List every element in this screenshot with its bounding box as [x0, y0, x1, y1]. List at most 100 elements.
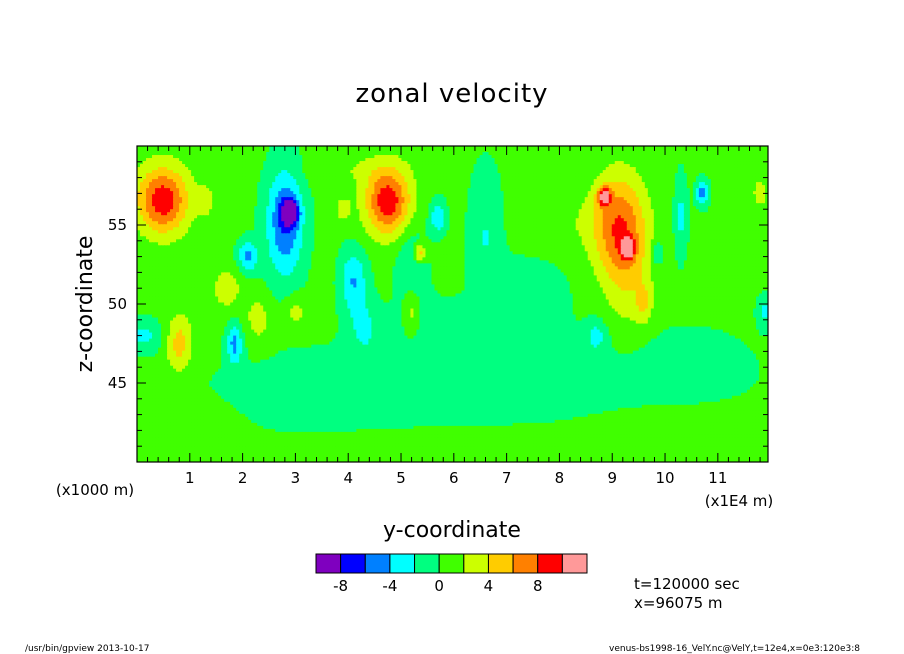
- field-cell: [650, 152, 655, 156]
- field-cell: [506, 155, 511, 159]
- field-cell: [641, 158, 646, 162]
- field-cell: [398, 158, 403, 162]
- field-cell: [323, 167, 327, 171]
- field-cell: [632, 164, 637, 168]
- field-cell: [689, 155, 694, 159]
- field-cell: [260, 158, 264, 162]
- field-cell: [332, 149, 336, 153]
- field-cell: [320, 146, 324, 150]
- field-cell: [395, 161, 400, 165]
- field-cell: [524, 158, 529, 162]
- field-cell: [218, 149, 222, 153]
- field-cell: [623, 161, 628, 165]
- field-cell: [761, 149, 766, 153]
- field-cell: [176, 164, 180, 168]
- field-cell: [503, 152, 508, 156]
- field-cell: [566, 158, 571, 162]
- field-cell: [458, 146, 463, 150]
- field-cell: [182, 155, 186, 159]
- field-cell: [410, 158, 415, 162]
- field-cell: [200, 164, 204, 168]
- field-cell: [185, 161, 189, 165]
- field-cell: [359, 155, 363, 159]
- field-cell: [746, 161, 751, 165]
- field-cell: [404, 164, 409, 168]
- field-cell: [353, 164, 357, 168]
- field-cell: [503, 146, 508, 150]
- field-cell: [641, 164, 646, 168]
- field-cell: [659, 164, 664, 168]
- field-cell: [542, 146, 547, 150]
- field-cell: [191, 158, 195, 162]
- field-cell: [650, 161, 655, 165]
- field-cell: [419, 161, 424, 165]
- field-cell: [263, 155, 267, 159]
- field-cell: [413, 164, 418, 168]
- field-cell: [269, 152, 273, 156]
- field-cell: [578, 161, 583, 165]
- field-cell: [311, 158, 315, 162]
- field-cell: [551, 152, 556, 156]
- field-cell: [710, 149, 715, 153]
- field-cell: [242, 155, 246, 159]
- field-cell: [242, 164, 246, 168]
- field-cell: [137, 146, 141, 150]
- field-cell: [419, 152, 424, 156]
- field-cell: [740, 149, 745, 153]
- field-cell: [203, 155, 207, 159]
- field-cell: [350, 149, 354, 153]
- field-cell: [323, 161, 327, 165]
- field-cell: [740, 164, 745, 168]
- field-cell: [656, 152, 661, 156]
- field-cell: [329, 158, 333, 162]
- field-cell: [398, 167, 403, 171]
- field-cell: [452, 155, 457, 159]
- field-cell: [524, 164, 529, 168]
- field-cell: [470, 149, 475, 153]
- field-cell: [497, 164, 502, 168]
- field-cell: [749, 152, 754, 156]
- field-cell: [239, 161, 243, 165]
- field-cell: [765, 155, 768, 159]
- field-cell: [512, 161, 517, 165]
- field-cell: [194, 149, 198, 153]
- field-cell: [515, 164, 520, 168]
- field-cell: [296, 161, 300, 165]
- field-cell: [167, 152, 171, 156]
- field-cell: [647, 152, 652, 156]
- field-cell: [761, 146, 766, 150]
- chart-title: zonal velocity: [355, 79, 548, 109]
- field-cell: [701, 155, 706, 159]
- field-cell: [233, 146, 237, 150]
- field-cell: [221, 158, 225, 162]
- field-cell: [632, 149, 637, 153]
- field-cell: [149, 158, 153, 162]
- field-cell: [221, 155, 225, 159]
- field-cell: [593, 155, 598, 159]
- field-cell: [765, 164, 768, 168]
- field-cell: [359, 152, 363, 156]
- field-cell: [518, 164, 523, 168]
- field-cell: [752, 152, 757, 156]
- field-cell: [290, 155, 294, 159]
- field-cell: [308, 158, 312, 162]
- field-cell: [338, 152, 342, 156]
- field-cell: [224, 146, 228, 150]
- field-cell: [230, 155, 234, 159]
- field-cell: [425, 155, 430, 159]
- field-cell: [674, 146, 679, 150]
- field-cell: [539, 158, 544, 162]
- field-cell: [218, 152, 222, 156]
- field-cell: [272, 164, 276, 168]
- field-cell: [326, 167, 330, 171]
- field-cell: [665, 155, 670, 159]
- field-cell: [215, 158, 219, 162]
- field-cell: [173, 158, 177, 162]
- field-cell: [350, 167, 354, 171]
- field-cell: [212, 158, 216, 162]
- field-cell: [440, 149, 445, 153]
- field-cell: [638, 161, 643, 165]
- field-cell: [443, 161, 448, 165]
- field-cell: [191, 149, 195, 153]
- field-cell: [686, 146, 691, 150]
